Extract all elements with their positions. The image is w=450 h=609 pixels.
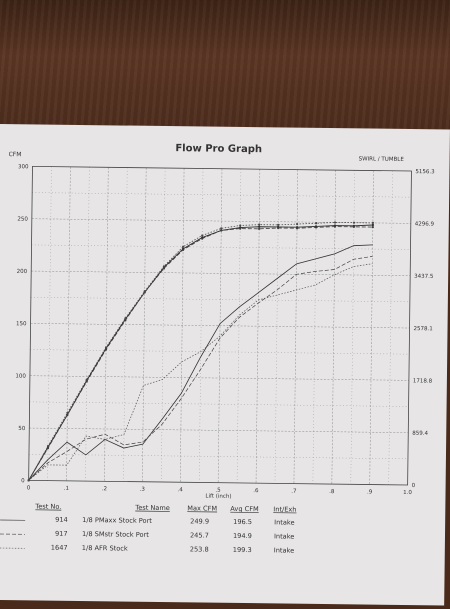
y-tick-label-right: 0 <box>412 483 416 489</box>
wood-desk-background <box>0 0 450 140</box>
flow-chart-printout: Flow Pro Graph CFM SWIRL / TUMBLE Lift (… <box>0 124 450 605</box>
data-point <box>258 224 260 226</box>
chart-series-lines <box>28 218 374 486</box>
header-test-no: Test No. <box>34 502 61 510</box>
row-avg-cfm: 199.3 <box>233 546 252 554</box>
data-point <box>334 221 336 223</box>
y-tick-label-left: 0 <box>21 478 25 484</box>
table-row: 914 1/8 PMaxx Stock Port 249.9 196.5 Int… <box>0 515 294 527</box>
row-avg-cfm: 196.5 <box>233 518 252 526</box>
row-test-no: 1647 <box>51 544 68 552</box>
data-point <box>372 226 374 228</box>
y-axis-right-label: SWIRL / TUMBLE <box>359 156 405 163</box>
y-tick-label-right: 4296.9 <box>415 221 435 227</box>
x-tick-label: 1.0 <box>403 490 412 496</box>
table-row: 917 1/8 SMstr Stock Port 245.7 194.9 Int… <box>0 529 294 541</box>
row-test-name: 1/8 PMaxx Stock Port <box>82 516 152 525</box>
y-tick-label-left: 150 <box>16 321 27 327</box>
y-tick-label-left: 300 <box>18 164 29 170</box>
x-tick-label: .2 <box>102 486 107 492</box>
header-avg-cfm: Avg CFM <box>230 505 259 513</box>
y-tick-label-right: 5156.3 <box>415 169 435 175</box>
row-avg-cfm: 194.9 <box>233 532 252 540</box>
x-axis-label: Lift (inch) <box>205 494 231 500</box>
chart-title: Flow Pro Graph <box>175 143 262 155</box>
data-point <box>372 224 374 226</box>
row-max-cfm: 249.9 <box>190 517 209 525</box>
data-point <box>220 227 222 229</box>
y-tick-label-left: 200 <box>17 269 28 275</box>
x-tick-label: .3 <box>140 487 146 493</box>
header-max-cfm: Max CFM <box>187 504 217 512</box>
y-tick-label-right: 1718.8 <box>413 378 433 384</box>
x-tick-label: .1 <box>64 486 69 492</box>
row-test-no: 917 <box>55 530 68 538</box>
x-tick-label: .7 <box>291 489 297 495</box>
row-test-name: 1/8 SMstr Stock Port <box>82 530 149 539</box>
data-point <box>220 229 222 231</box>
data-point <box>372 222 374 224</box>
row-int-exh: Intake <box>274 518 294 526</box>
header-int-exh: Int/Exh <box>273 505 296 513</box>
row-int-exh: Intake <box>274 532 294 540</box>
x-tick-label: .5 <box>215 488 221 494</box>
series-line <box>29 241 373 485</box>
row-test-no: 914 <box>55 516 68 524</box>
data-point <box>296 223 298 225</box>
series-line <box>29 221 373 485</box>
row-int-exh: Intake <box>274 546 294 554</box>
header-test-name: Test Name <box>134 504 170 512</box>
series-line <box>29 252 373 484</box>
row-test-name: 1/8 AFR Stock <box>82 544 128 553</box>
y-tick-label-left: 100 <box>15 374 26 380</box>
y-tick-label-right: 3437.5 <box>414 274 434 280</box>
chart-grid <box>29 166 412 485</box>
table-row: 1647 1/8 AFR Stock 253.8 199.3 Intake <box>0 543 294 555</box>
y-tick-label-left: 50 <box>18 426 26 432</box>
row-max-cfm: 253.8 <box>190 545 209 553</box>
x-tick-label: .9 <box>367 490 373 496</box>
data-point <box>353 222 355 224</box>
row-max-cfm: 245.7 <box>190 531 209 539</box>
test-table: Test No. Test Name Max CFM Avg CFM Int/E… <box>0 502 297 555</box>
x-tick-label: 0 <box>27 485 31 491</box>
data-point <box>239 224 241 226</box>
data-point <box>258 226 260 228</box>
flow-pro-graph: Flow Pro Graph CFM SWIRL / TUMBLE Lift (… <box>0 124 450 605</box>
x-tick-label: .4 <box>177 487 183 493</box>
data-point <box>315 222 317 224</box>
x-tick-label: .6 <box>253 488 259 494</box>
y-tick-label-right: 2578.1 <box>413 326 432 332</box>
y-tick-label-left: 250 <box>17 217 28 223</box>
data-point <box>277 224 279 226</box>
data-point <box>258 228 260 230</box>
data-point <box>201 234 203 236</box>
y-axis-left-label: CFM <box>9 151 22 158</box>
x-tick-label: .8 <box>329 489 335 495</box>
table-header: Test No. Test Name Max CFM Avg CFM Int/E… <box>34 502 296 513</box>
y-tick-label-right: 859.4 <box>412 431 428 437</box>
